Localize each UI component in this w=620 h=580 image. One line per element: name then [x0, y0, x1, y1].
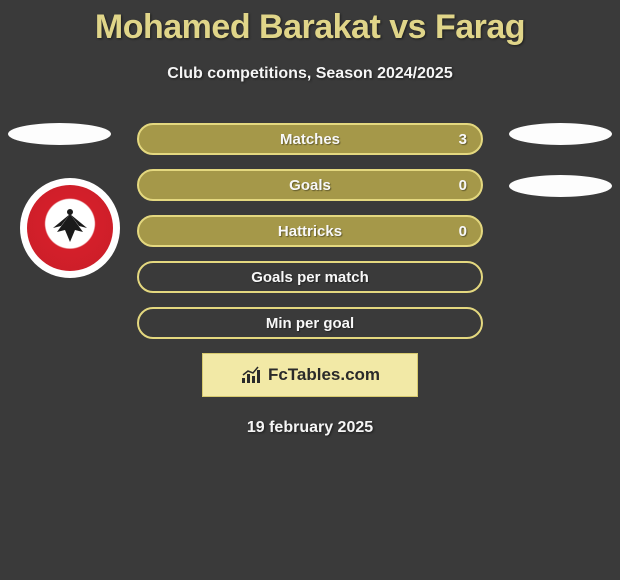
club-badge-inner	[27, 185, 113, 271]
brand-box: FcTables.com	[202, 353, 418, 397]
stat-row-gpm: Goals per match	[137, 261, 483, 293]
date-text: 19 february 2025	[0, 419, 620, 437]
left-placeholder-ellipse	[8, 123, 111, 145]
stat-label: Hattricks	[278, 223, 342, 240]
stat-label: Goals	[289, 177, 331, 194]
stat-label: Goals per match	[251, 269, 369, 286]
page-title: Mohamed Barakat vs Farag	[0, 0, 620, 47]
stat-row-matches: Matches 3	[137, 123, 483, 155]
stat-row-mpg: Min per goal	[137, 307, 483, 339]
stat-row-hattricks: Hattricks 0	[137, 215, 483, 247]
stat-value: 3	[459, 131, 467, 148]
subtitle: Club competitions, Season 2024/2025	[0, 65, 620, 83]
eagle-icon	[45, 208, 95, 248]
left-club-badge	[20, 178, 120, 278]
stat-label: Matches	[280, 131, 340, 148]
chart-icon	[240, 366, 262, 384]
stat-value: 0	[459, 177, 467, 194]
stat-row-goals: Goals 0	[137, 169, 483, 201]
right-placeholder-ellipse-1	[509, 123, 612, 145]
right-placeholder-ellipse-2	[509, 175, 612, 197]
stat-rows: Matches 3 Goals 0 Hattricks 0 Goals per …	[137, 123, 483, 339]
stat-label: Min per goal	[266, 315, 354, 332]
brand-text: FcTables.com	[268, 365, 380, 385]
comparison-content: Matches 3 Goals 0 Hattricks 0 Goals per …	[0, 123, 620, 437]
stat-value: 0	[459, 223, 467, 240]
